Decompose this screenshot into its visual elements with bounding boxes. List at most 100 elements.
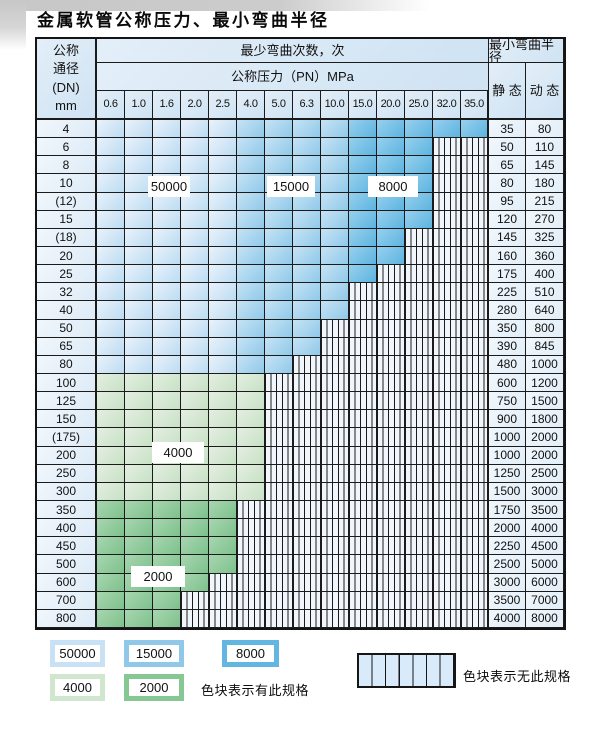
no-spec-cell <box>461 228 489 247</box>
static-value-cell: 3000 <box>489 573 526 592</box>
spec-cell <box>153 265 181 284</box>
dynamic-value-cell: 4500 <box>526 537 564 556</box>
spec-cell <box>97 319 125 338</box>
spec-cell <box>237 120 265 139</box>
dn-cell: 300 <box>37 482 97 501</box>
no-spec-cell <box>433 392 461 411</box>
no-spec-cell <box>377 337 405 356</box>
dn-cell: 150 <box>37 410 97 429</box>
pressure-value-cell: 25.0 <box>405 91 433 120</box>
spec-cell <box>265 283 293 302</box>
dynamic-value-cell: 1800 <box>526 410 564 429</box>
no-spec-cell <box>349 392 377 411</box>
no-spec-cell <box>461 482 489 501</box>
dynamic-value-cell: 2000 <box>526 446 564 465</box>
spec-cell <box>293 319 321 338</box>
spec-cell <box>209 464 237 483</box>
static-value-cell: 160 <box>489 246 526 266</box>
spec-cell <box>125 337 153 356</box>
spec-cell <box>237 392 265 411</box>
no-spec-cell <box>377 373 405 393</box>
dn-header-line: mm <box>55 98 77 114</box>
dynamic-header: 动 态 <box>526 63 564 120</box>
spec-cell <box>153 519 181 538</box>
no-spec-cell <box>265 609 293 628</box>
spec-cell <box>293 210 321 229</box>
spec-cell <box>97 373 125 393</box>
spec-cell <box>153 210 181 229</box>
spec-cell <box>265 265 293 284</box>
no-spec-cell <box>461 283 489 302</box>
no-spec-cell <box>433 174 461 193</box>
no-spec-cell <box>321 410 349 429</box>
spec-cell <box>349 120 377 139</box>
pressure-value-cell: 5.0 <box>265 91 293 120</box>
spec-cell <box>349 228 377 247</box>
no-spec-cell <box>321 555 349 574</box>
dynamic-value-cell: 6000 <box>526 573 564 592</box>
spec-cell <box>237 138 265 157</box>
no-spec-cell <box>181 609 209 628</box>
spec-cell <box>181 410 209 429</box>
spec-cell <box>209 210 237 229</box>
no-spec-cell <box>321 428 349 447</box>
spec-cell <box>293 246 321 266</box>
spec-cell <box>321 265 349 284</box>
no-spec-cell <box>377 428 405 447</box>
spec-cell <box>265 138 293 157</box>
no-spec-cell <box>461 555 489 574</box>
spec-cell <box>181 373 209 393</box>
no-spec-cell <box>461 355 489 374</box>
no-spec-cell <box>461 319 489 338</box>
no-spec-cell <box>461 591 489 610</box>
no-spec-cell <box>405 355 433 374</box>
spec-cell <box>293 228 321 247</box>
spec-cell <box>181 265 209 284</box>
spec-cell <box>181 301 209 320</box>
no-spec-cell <box>405 555 433 574</box>
no-spec-cell <box>433 337 461 356</box>
no-spec-cell <box>349 591 377 610</box>
dn-cell: 100 <box>37 373 97 393</box>
spec-cell <box>97 120 125 139</box>
no-spec-cell <box>405 319 433 338</box>
no-spec-cell <box>433 410 461 429</box>
spec-cell <box>97 410 125 429</box>
spec-cell <box>349 156 377 175</box>
no-spec-cell <box>293 464 321 483</box>
spec-table: 公称 通径 (DN) mm 最少弯曲次数，次 最小弯曲半径 公称压力（PN）MPa 静 态动 … <box>35 37 566 630</box>
dynamic-value-cell: 7000 <box>526 591 564 610</box>
dn-header-line: 公称 <box>52 42 79 58</box>
static-value-cell: 65 <box>489 156 526 175</box>
no-spec-cell <box>405 500 433 520</box>
static-value-cell: 2500 <box>489 555 526 574</box>
spec-cell <box>237 410 265 429</box>
static-value-cell: 4000 <box>489 609 526 628</box>
no-spec-cell <box>461 337 489 356</box>
region-label: 2000 <box>131 566 185 587</box>
spec-cell <box>349 138 377 157</box>
dynamic-value-cell: 400 <box>526 265 564 284</box>
no-spec-cell <box>461 609 489 628</box>
spec-cell <box>265 210 293 229</box>
spec-cell <box>209 537 237 556</box>
spec-cell <box>265 319 293 338</box>
no-spec-cell <box>349 446 377 465</box>
no-spec-cell <box>433 464 461 483</box>
spec-cell <box>321 120 349 139</box>
no-spec-cell <box>237 591 265 610</box>
no-spec-cell <box>349 537 377 556</box>
no-spec-cell <box>377 446 405 465</box>
spec-cell <box>153 410 181 429</box>
spec-cell <box>181 192 209 211</box>
spec-cell <box>97 446 125 465</box>
page-title: 金属软管公称压力、最小弯曲半径 <box>37 11 330 31</box>
no-spec-cell <box>321 373 349 393</box>
no-spec-cell <box>377 519 405 538</box>
no-spec-cell <box>349 519 377 538</box>
pressure-value-cell: 2.0 <box>181 91 209 120</box>
spec-cell <box>209 228 237 247</box>
spec-cell <box>153 138 181 157</box>
region-label: 50000 <box>148 176 190 197</box>
spec-cell <box>237 156 265 175</box>
